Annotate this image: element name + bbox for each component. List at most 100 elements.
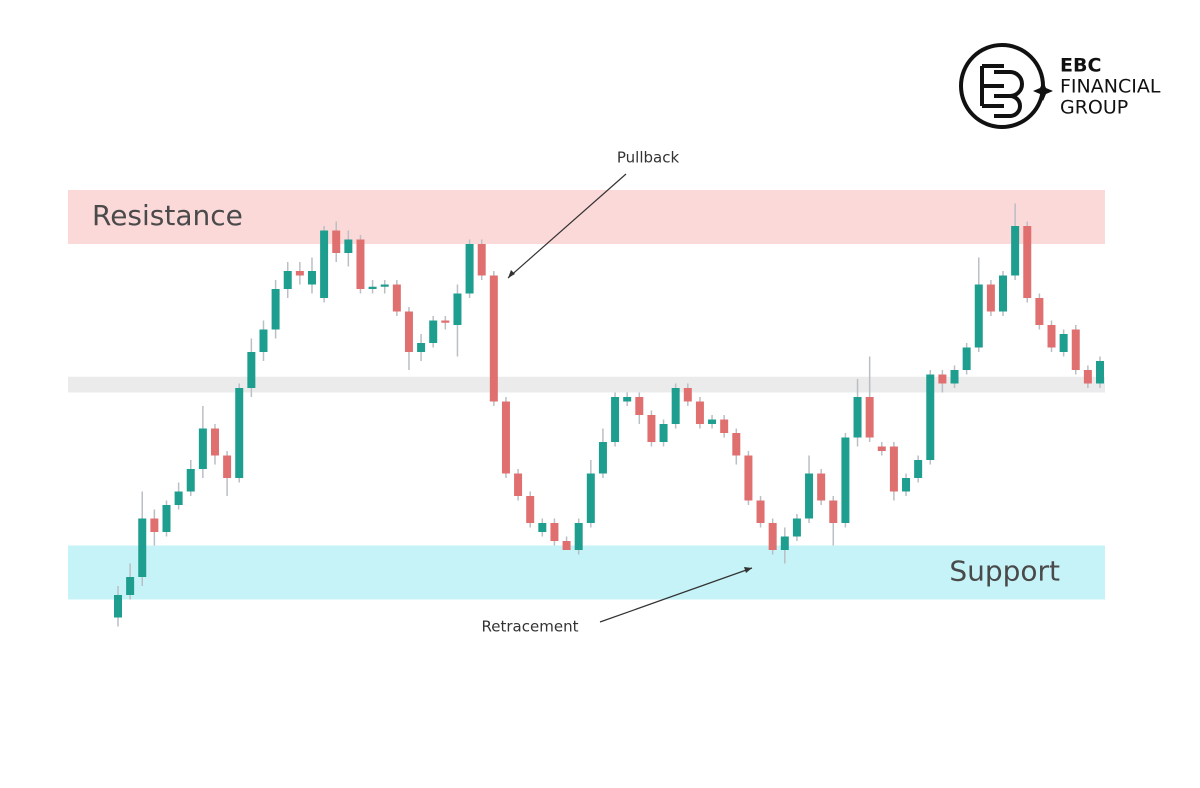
pullback-arrowhead (508, 270, 515, 278)
candle-body (223, 455, 232, 478)
zone (68, 190, 1105, 244)
candle-body (1083, 370, 1092, 384)
candle-body (514, 473, 523, 496)
candle-body (720, 419, 729, 433)
candle-body (429, 320, 438, 343)
candle-body (235, 388, 244, 478)
candle-body (283, 271, 292, 289)
logo-mark (980, 64, 1024, 118)
candle-body (889, 446, 898, 492)
candle-body (126, 577, 135, 595)
candle-body (986, 284, 995, 312)
logo-line: FINANCIAL (1060, 76, 1161, 98)
candle-body (647, 415, 656, 442)
candle-body (380, 284, 389, 287)
zones: Resistance Support (68, 190, 1105, 600)
candle-body (768, 523, 777, 550)
candle-body (659, 424, 668, 442)
logo: EBC FINANCIAL GROUP (959, 43, 1161, 129)
candle-body (695, 401, 704, 424)
candle-body (210, 428, 219, 456)
candle-body (999, 275, 1008, 312)
candle-body (792, 518, 801, 537)
candle-body (550, 523, 559, 541)
candle-body (1011, 226, 1020, 276)
logo-star (1033, 81, 1053, 101)
retracement-arrowhead (744, 567, 752, 573)
candle-body (526, 496, 535, 523)
pullback-arrow (507, 173, 627, 279)
candle-body (465, 244, 474, 294)
retracement-label: Retracement (482, 618, 579, 636)
candle-body (368, 286, 377, 289)
candle-body (1059, 334, 1068, 352)
candle-body (598, 442, 607, 474)
candle-body (974, 284, 983, 348)
logo-line: GROUP (1060, 97, 1128, 119)
candle-body (538, 523, 547, 532)
candle-body (441, 320, 450, 323)
candle-body (805, 473, 814, 519)
candle-body (1096, 361, 1104, 384)
candle-body (635, 397, 644, 415)
candle-body (574, 523, 583, 550)
candle-body (914, 460, 923, 478)
logo-line: EBC (1060, 55, 1101, 77)
candle-body (501, 401, 510, 474)
candle-body (344, 239, 353, 253)
candle-body (926, 374, 935, 460)
candle-body (1047, 325, 1056, 348)
candle-body (307, 271, 316, 285)
candle-body (611, 397, 620, 442)
candle-body (150, 518, 159, 532)
candle-body (1035, 298, 1044, 325)
candle-body (683, 388, 692, 402)
candle-body (902, 478, 911, 492)
candle-body (853, 397, 862, 438)
zone (68, 376, 1105, 393)
candle-body (417, 343, 426, 352)
zone (68, 545, 1105, 600)
candle-body (392, 284, 401, 312)
candle-body (489, 275, 498, 402)
zone-label: Resistance (92, 199, 243, 232)
candle-body (295, 271, 304, 276)
candle-body (829, 500, 838, 523)
retracement-arrow (599, 567, 753, 623)
candle-body (356, 239, 365, 289)
candle-body (320, 230, 329, 298)
candle-body (453, 293, 462, 325)
zone-label: Support (949, 555, 1060, 588)
pullback-label: Pullback (617, 149, 680, 167)
candle-body (732, 433, 741, 456)
candle-body (841, 437, 850, 523)
candle-body (259, 329, 268, 352)
candle-body (950, 370, 959, 384)
candle-body (162, 505, 171, 532)
candle-body (562, 541, 571, 550)
candle-body (1071, 329, 1080, 370)
candle-body (404, 311, 413, 352)
candle-body (477, 244, 486, 276)
candles (114, 203, 1104, 627)
candle-body (623, 397, 632, 402)
candle-body (186, 469, 195, 492)
candle-body (114, 595, 122, 618)
candle-body (332, 230, 341, 253)
candle-body (138, 518, 147, 577)
candle-body (708, 419, 717, 424)
candle-body (817, 473, 826, 501)
candle-body (780, 536, 789, 550)
candle-body (877, 446, 886, 451)
candle-body (198, 428, 207, 469)
candle-body (247, 352, 256, 388)
candle-body (586, 473, 595, 523)
candle-body (938, 374, 947, 384)
candle-body (1023, 226, 1032, 298)
candle-body (174, 491, 183, 505)
candle-body (865, 397, 874, 438)
candle-body (962, 347, 971, 370)
candle-body (744, 455, 753, 501)
